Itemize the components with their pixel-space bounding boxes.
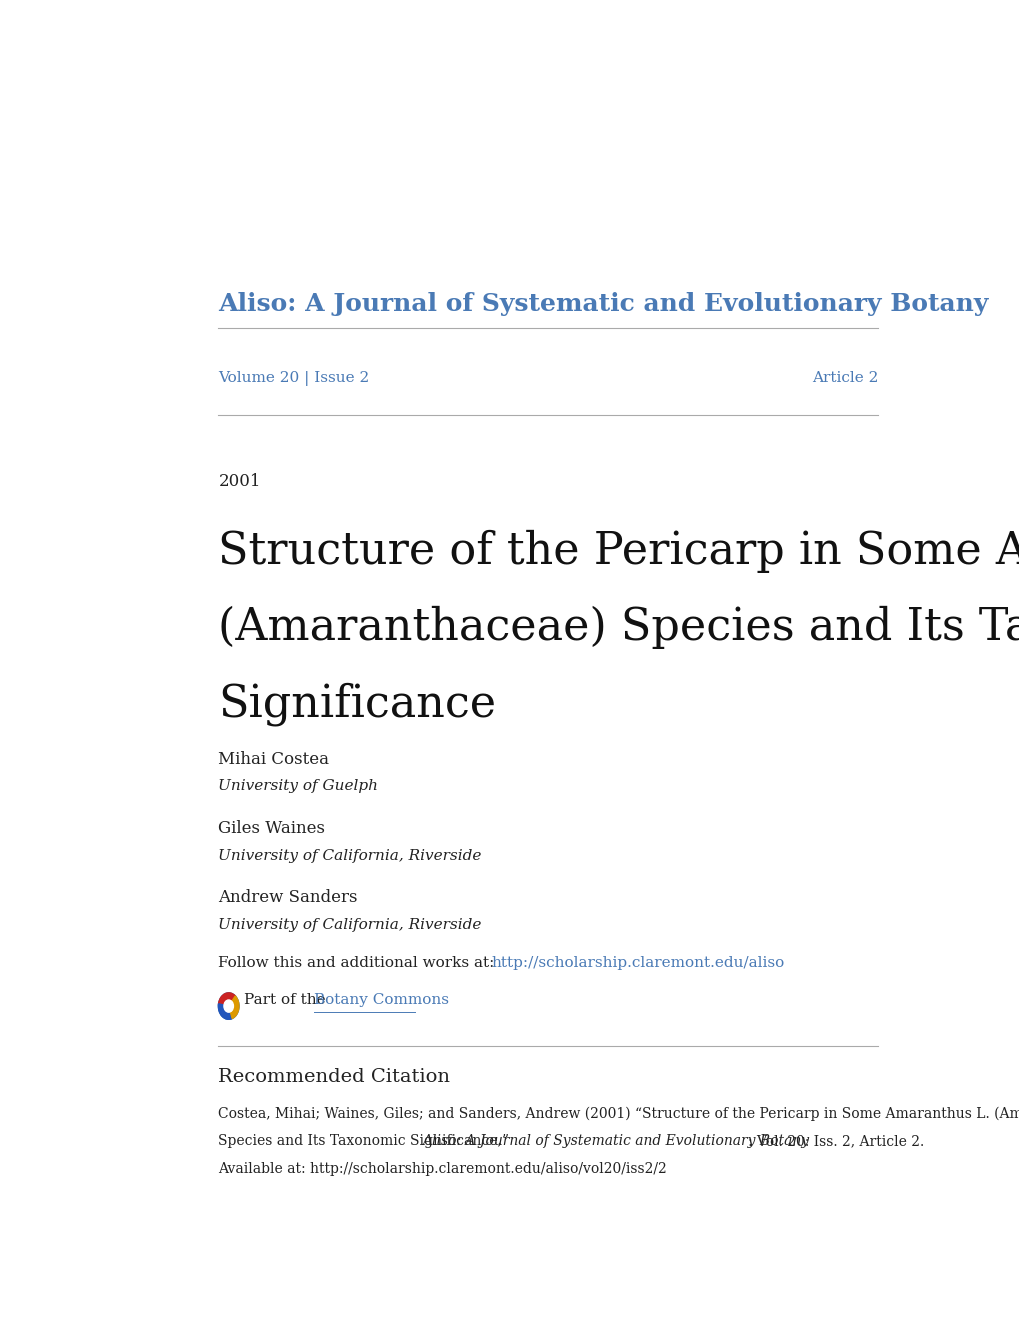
Text: University of Guelph: University of Guelph [218, 779, 378, 793]
Text: Volume 20 | Issue 2: Volume 20 | Issue 2 [218, 371, 369, 385]
Circle shape [224, 1001, 233, 1012]
Text: University of California, Riverside: University of California, Riverside [218, 849, 481, 862]
Text: Available at: http://scholarship.claremont.edu/aliso/vol20/iss2/2: Available at: http://scholarship.claremo… [218, 1162, 666, 1176]
Text: Significance: Significance [218, 682, 496, 726]
Text: Part of the: Part of the [245, 993, 331, 1007]
Text: Article 2: Article 2 [811, 371, 877, 385]
Text: (Amaranthaceae) Species and Its Taxonomic: (Amaranthaceae) Species and Its Taxonomi… [218, 606, 1019, 649]
Wedge shape [218, 993, 235, 1006]
Text: Follow this and additional works at:: Follow this and additional works at: [218, 956, 499, 970]
Text: Giles Waines: Giles Waines [218, 820, 325, 837]
Text: Mihai Costea: Mihai Costea [218, 751, 329, 768]
Text: Andrew Sanders: Andrew Sanders [218, 890, 358, 907]
Text: Aliso: A Journal of Systematic and Evolutionary Botany: Aliso: A Journal of Systematic and Evolu… [422, 1134, 809, 1148]
Text: University of California, Riverside: University of California, Riverside [218, 917, 481, 932]
Circle shape [218, 993, 238, 1019]
Text: Species and Its Taxonomic Significance,”: Species and Its Taxonomic Significance,” [218, 1134, 514, 1148]
Text: Structure of the Pericarp in Some Amaranthus L.: Structure of the Pericarp in Some Amaran… [218, 529, 1019, 573]
Text: Aliso: A Journal of Systematic and Evolutionary Botany: Aliso: A Journal of Systematic and Evolu… [218, 292, 987, 315]
Text: : Vol. 20: Iss. 2, Article 2.: : Vol. 20: Iss. 2, Article 2. [747, 1134, 923, 1148]
Text: 2001: 2001 [218, 474, 261, 491]
Wedge shape [228, 997, 238, 1019]
Text: http://scholarship.claremont.edu/aliso: http://scholarship.claremont.edu/aliso [491, 956, 784, 970]
Text: Recommended Citation: Recommended Citation [218, 1068, 450, 1086]
Text: Botany Commons: Botany Commons [314, 993, 448, 1007]
Text: Costea, Mihai; Waines, Giles; and Sanders, Andrew (2001) “Structure of the Peric: Costea, Mihai; Waines, Giles; and Sander… [218, 1106, 1019, 1121]
Wedge shape [218, 1003, 232, 1019]
